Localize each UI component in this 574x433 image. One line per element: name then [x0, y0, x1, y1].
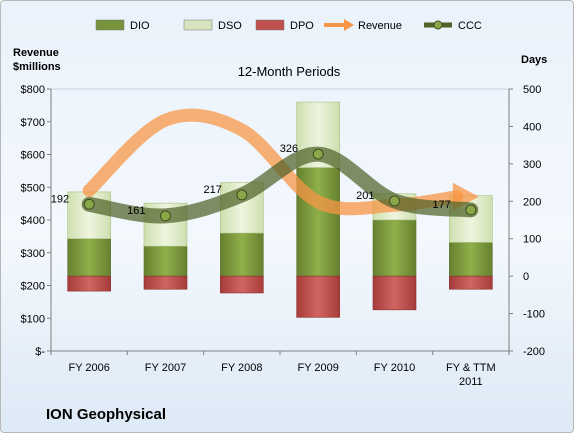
ccc-data-label: 201 — [356, 190, 374, 202]
bar-dio — [67, 238, 111, 277]
legend: DIO DSO DPO Revenue CCC — [95, 19, 482, 32]
plot-area: $- $100 $200 $300 $400 $500 $600 $700 $800 -200 -1… — [21, 84, 546, 388]
bar-dio — [220, 232, 264, 277]
ccc-point — [389, 195, 400, 207]
legend-label-dpo: DPO — [290, 20, 314, 32]
y-left-axis-title-line-1: Revenue — [13, 47, 59, 59]
y-right-tick-label: 0 — [523, 271, 529, 283]
ccc-point — [465, 204, 477, 216]
x-tick-label: FY 2008 — [221, 362, 262, 374]
legend-swatch-revenue-arrow — [344, 19, 354, 31]
y-left-tick-label: $500 — [21, 182, 45, 194]
ccc-point — [160, 210, 171, 222]
legend-swatch-ccc-marker — [433, 20, 443, 30]
y-left-tick-label: $800 — [21, 84, 45, 96]
y-right-axis-title: Days — [521, 54, 547, 66]
y-left-tick-label: $- — [35, 346, 45, 358]
legend-label-ccc: CCC — [458, 20, 482, 32]
y-right-tick-label: 400 — [523, 121, 541, 133]
bar-dio — [449, 242, 493, 277]
bar-dpo — [67, 275, 111, 292]
bar-dio — [143, 245, 188, 277]
chart-subtitle: 12-Month Periods — [238, 64, 341, 79]
bar-dpo — [220, 275, 264, 294]
ccc-data-label: 217 — [203, 184, 221, 196]
y-right-tick-label: -100 — [523, 309, 545, 321]
legend-swatch-dso — [183, 19, 213, 31]
y-right-tick-label: -200 — [523, 346, 545, 358]
ccc-data-label: 177 — [432, 199, 450, 211]
legend-label-dso: DSO — [218, 20, 242, 32]
y-right-tick-label: 300 — [523, 159, 541, 171]
ccc-data-label: 326 — [280, 143, 298, 155]
ccc-point — [83, 198, 95, 210]
y-right-tick-label: 100 — [523, 234, 541, 246]
bar-dpo — [372, 275, 417, 311]
y-left-tick-label: $600 — [21, 150, 45, 162]
x-tick-label: FY 2007 — [145, 362, 186, 374]
ccc-point — [236, 189, 248, 201]
legend-label-revenue: Revenue — [358, 20, 402, 32]
y-left-tick-label: $400 — [21, 215, 45, 227]
x-tick-label: FY 2010 — [374, 362, 415, 374]
ccc-point — [312, 148, 324, 160]
x-tick-label: FY & TTM — [446, 362, 496, 374]
bar-dpo — [143, 275, 188, 290]
y-right-tick-label: 200 — [523, 196, 541, 208]
x-tick-label: FY 2006 — [68, 362, 109, 374]
y-right-tick-label: 500 — [523, 84, 541, 96]
y-left-tick-label: $200 — [21, 281, 45, 293]
y-left-tick-label: $300 — [21, 248, 45, 260]
legend-label-dio: DIO — [130, 20, 150, 32]
y-left-tick-label: $700 — [21, 117, 45, 129]
x-tick-label: FY 2009 — [297, 362, 338, 374]
bar-dio — [372, 219, 417, 277]
legend-swatch-dpo — [255, 19, 285, 31]
y-left-tick-label: $100 — [21, 313, 45, 325]
bar-dpo — [296, 275, 340, 318]
legend-swatch-dio — [95, 19, 125, 31]
x-tick-label: 2011 — [459, 376, 483, 388]
plot-area-frame — [50, 88, 510, 352]
y-left-axis-title-line-2: $millions — [13, 61, 61, 73]
ccc-data-label: 161 — [127, 205, 145, 217]
ccc-data-label: 192 — [51, 193, 69, 205]
company-name: ION Geophysical — [46, 406, 166, 423]
bar-dpo — [449, 275, 493, 290]
